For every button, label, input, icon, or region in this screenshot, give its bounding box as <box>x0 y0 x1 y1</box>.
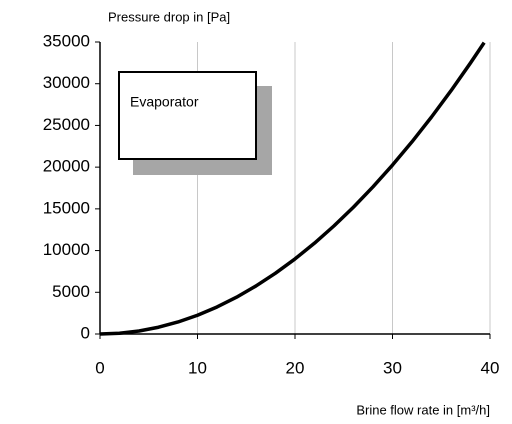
x-tick-label: 10 <box>188 358 207 377</box>
y-tick-label: 0 <box>81 323 90 342</box>
x-tick-label: 0 <box>95 358 104 377</box>
x-tick-label: 30 <box>383 358 402 377</box>
annotation-box <box>118 71 257 160</box>
y-tick-label: 35000 <box>43 31 90 50</box>
y-tick-label: 20000 <box>43 157 90 176</box>
x-tick-label: 40 <box>481 358 500 377</box>
annotation: Evaporator <box>130 94 199 110</box>
y-tick-label: 10000 <box>43 240 90 259</box>
y-tick-label: 15000 <box>43 198 90 217</box>
y-axis-label: Pressure drop in [Pa] <box>108 9 230 24</box>
x-axis-label: Brine flow rate in [m³/h] <box>356 402 490 417</box>
y-tick-label: 5000 <box>52 282 90 301</box>
y-tick-label: 30000 <box>43 73 90 92</box>
y-tick-label: 25000 <box>43 115 90 134</box>
data-line <box>99 41 486 336</box>
x-tick-label: 20 <box>286 358 305 377</box>
